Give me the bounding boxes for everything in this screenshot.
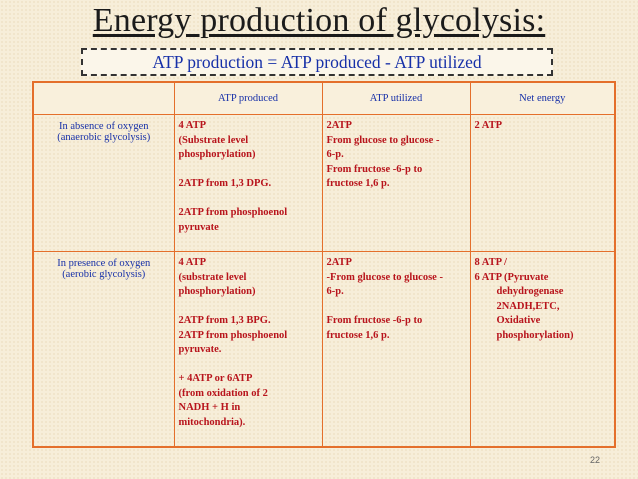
table-header-row: ATP produced ATP utilized Net energy	[32, 81, 616, 115]
header-atp-utilized: ATP utilized	[321, 81, 471, 115]
page-number: 22	[589, 455, 600, 465]
cell-produced: 4 ATP (substrate level phosphorylation) …	[173, 251, 323, 448]
row-label-line: (aerobic glycolysis)	[62, 269, 146, 280]
atp-table: ATP produced ATP utilized Net energy In …	[32, 81, 616, 448]
cell-utilized: 2ATP From glucose to glucose - 6-p. From…	[321, 114, 471, 252]
net-line: 6 ATP (Pyruvate	[474, 271, 549, 283]
cell-utilized: 2ATP -From glucose to glucose - 6-p. Fro…	[321, 251, 471, 448]
header-atp-produced: ATP produced	[173, 81, 323, 115]
row-label-anaerobic: In absence of oxygen (anaerobic glycolys…	[32, 114, 175, 252]
table-row: In absence of oxygen (anaerobic glycolys…	[32, 114, 616, 252]
row-label-line: (anaerobic glycolysis)	[57, 132, 151, 143]
header-empty	[32, 81, 175, 115]
formula-box: ATP production = ATP produced - ATP util…	[81, 48, 553, 76]
slide-title: Energy production of glycolysis:	[92, 2, 546, 39]
row-label-aerobic: In presence of oxygen (aerobic glycolysi…	[32, 251, 175, 448]
row-label-line: In presence of oxygen	[57, 258, 151, 269]
net-detail: dehydrogenase 2NADH,ETC, Oxidative phosp…	[496, 286, 574, 341]
row-label-line: In absence of oxygen	[58, 121, 149, 132]
net-line: 8 ATP /	[474, 257, 507, 268]
cell-net: 8 ATP / 6 ATP (Pyruvate dehydrogenase 2N…	[469, 251, 616, 448]
cell-net: 2 ATP	[469, 114, 616, 252]
cell-produced: 4 ATP (Substrate level phosphorylation) …	[173, 114, 323, 252]
table-row: In presence of oxygen (aerobic glycolysi…	[32, 251, 616, 448]
header-net-energy: Net energy	[469, 81, 616, 115]
